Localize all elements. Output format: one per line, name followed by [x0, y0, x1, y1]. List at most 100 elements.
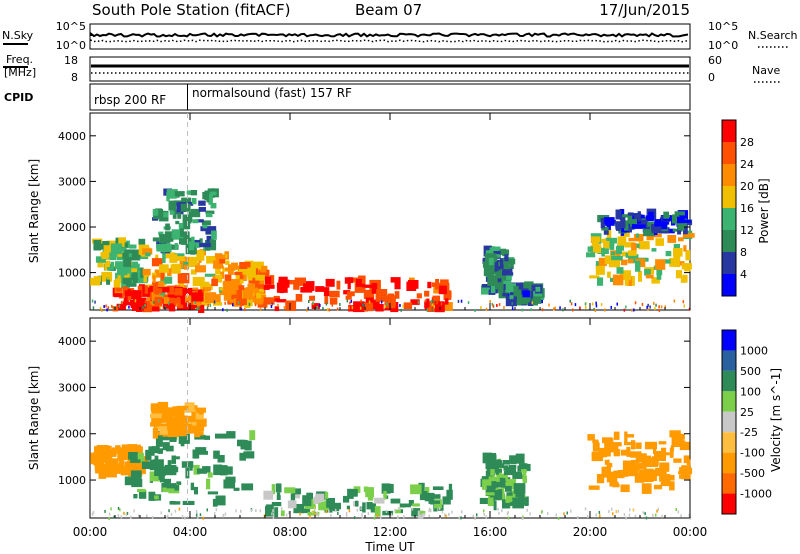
scatter-cell — [654, 450, 666, 461]
scatter-cell — [97, 458, 103, 464]
scatter-cell — [209, 193, 213, 205]
scatter-cell — [103, 245, 116, 253]
ground-scatter-cell — [507, 516, 510, 520]
scatter-cell — [591, 237, 599, 248]
scatter-cell — [510, 456, 517, 465]
scatter-cell — [323, 287, 330, 296]
scatter-cell — [633, 214, 640, 220]
scatter-cell — [675, 270, 683, 279]
ground-scatter-cell — [424, 299, 427, 303]
scatter-cell — [255, 283, 259, 288]
scatter-cell — [125, 280, 137, 287]
scatter-cell — [165, 445, 174, 452]
info-panel: N.Sky 10^5 10^0 10^5 10^0 N.Search Freq.… — [2, 20, 798, 111]
ground-scatter-cell — [307, 306, 309, 310]
scatter-cell — [615, 209, 622, 220]
scatter-cell — [486, 470, 494, 480]
scatter-cell — [634, 472, 645, 483]
power-colorbar-segment — [722, 142, 736, 164]
scatter-cell — [151, 258, 163, 267]
ground-scatter-cell — [232, 303, 234, 307]
scatter-cell — [625, 434, 635, 438]
scatter-cell — [383, 483, 394, 493]
ground-scatter-cell — [572, 308, 574, 312]
ground-scatter-cell — [157, 299, 160, 303]
scatter-cell — [184, 256, 189, 261]
ground-scatter-cell — [195, 509, 198, 513]
scatter-cell — [517, 289, 522, 295]
ground-scatter-cell — [660, 305, 663, 309]
scatter-cell — [150, 422, 162, 427]
ground-scatter-cell — [348, 306, 350, 310]
scatter-cell — [615, 221, 623, 229]
scatter-cell — [110, 261, 115, 268]
ground-scatter-cell — [625, 305, 627, 309]
ground-scatter-cell — [176, 302, 178, 306]
scatter-cell — [659, 468, 666, 474]
scatter-cell — [502, 272, 514, 276]
ground-scatter-cell — [151, 516, 154, 519]
ground-scatter-cell — [181, 515, 184, 519]
scatter-cell — [164, 303, 174, 309]
scatter-cell — [497, 492, 503, 500]
cpid-strip-frame — [89, 83, 691, 111]
scatter-cell — [617, 469, 629, 477]
scatter-cell — [195, 265, 206, 273]
scatter-cell — [159, 426, 171, 435]
scatter-cell — [212, 265, 224, 269]
scatter-cell — [179, 231, 190, 240]
ground-scatter-cell — [498, 303, 501, 307]
scatter-cell — [109, 253, 117, 261]
scatter-cell — [154, 269, 166, 278]
ground-scatter-cell — [198, 307, 201, 310]
scatter-cell — [535, 286, 541, 292]
power-y-ticks: 1000 2000 3000 4000 — [58, 130, 690, 280]
scatter-cell — [427, 281, 432, 289]
scatter-cell — [198, 289, 202, 295]
scatter-cell — [215, 254, 226, 263]
scatter-cell — [206, 235, 214, 243]
scatter-cell — [201, 220, 211, 226]
power-colorbar-tick: 20 — [740, 180, 754, 193]
ground-scatter-cell — [317, 513, 319, 517]
scatter-cell — [670, 445, 675, 452]
scatter-cell — [118, 460, 122, 466]
ground-scatter-cell — [428, 514, 430, 518]
scatter-cell — [185, 295, 192, 302]
scatter-cell — [206, 198, 212, 203]
ground-scatter-cell — [400, 308, 402, 312]
scatter-cell — [115, 261, 125, 270]
scatter-cell — [503, 280, 512, 284]
scatter-cell — [100, 463, 111, 474]
x-tick-label: 20:00 — [573, 525, 608, 539]
ground-scatter-cell — [184, 516, 186, 520]
scatter-cell — [493, 489, 503, 494]
scatter-cell — [659, 462, 670, 472]
ground-scatter-cell — [511, 304, 514, 308]
scatter-cell — [133, 290, 142, 301]
scatter-cell — [160, 271, 165, 280]
scatter-cell — [209, 239, 215, 247]
scatter-cell — [158, 474, 163, 480]
freq-label: Freq. — [6, 53, 33, 66]
scatter-cell — [182, 415, 189, 424]
scatter-cell — [171, 263, 181, 274]
ground-scatter-cell — [457, 299, 460, 303]
scatter-cell — [142, 268, 151, 276]
ground-scatter-cell — [119, 508, 121, 512]
scatter-cell — [628, 237, 640, 242]
ground-scatter-cell — [642, 511, 645, 515]
scatter-cell — [671, 216, 677, 224]
scatter-cell — [383, 490, 387, 500]
velocity-colorbar-tick: -25 — [740, 426, 758, 439]
power-x-ticks — [89, 113, 691, 310]
ground-scatter-cell — [548, 303, 550, 307]
ground-scatter-cell — [334, 508, 337, 512]
scatter-cell — [137, 463, 146, 475]
scatter-cell — [152, 448, 163, 454]
ground-scatter-cell — [491, 302, 494, 306]
scatter-cell — [224, 274, 232, 284]
ground-scatter-cell — [146, 514, 148, 518]
scatter-cell — [118, 237, 126, 247]
ground-scatter-cell — [634, 514, 637, 518]
